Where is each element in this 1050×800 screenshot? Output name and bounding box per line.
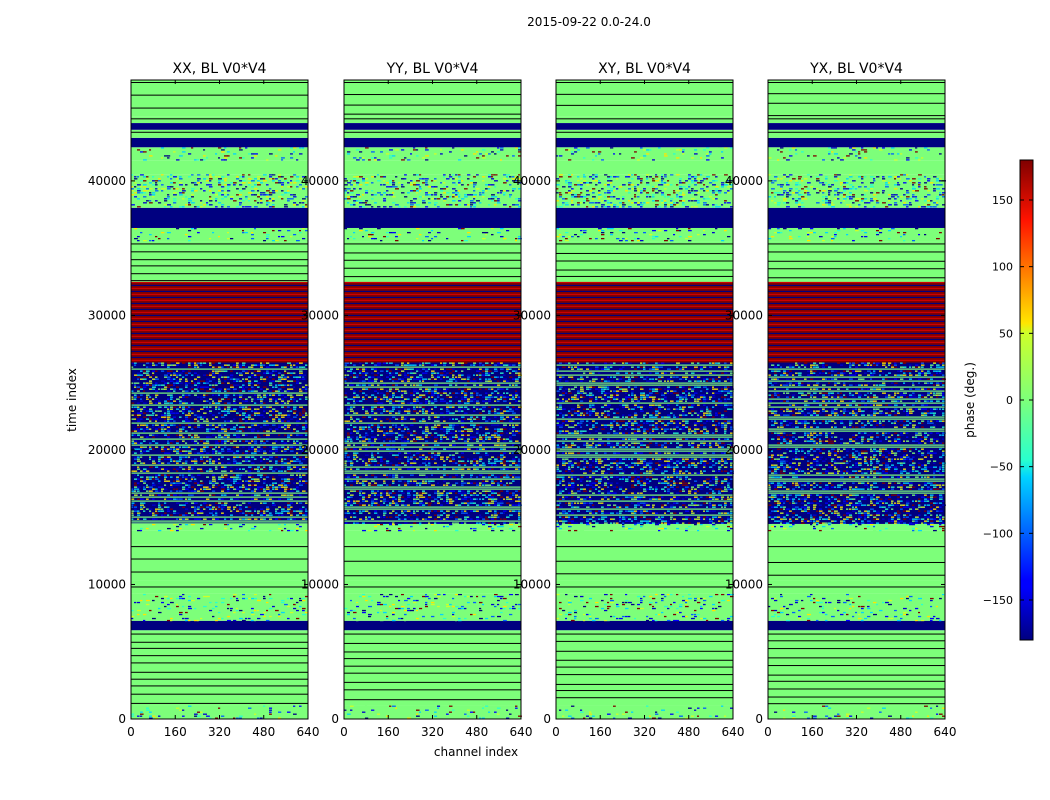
y-tick-label: 20000 bbox=[88, 443, 126, 457]
colorbar-tick-label: 100 bbox=[992, 261, 1013, 274]
panel-title: YY, BL V0*V4 bbox=[386, 61, 479, 77]
panel-title: YX, BL V0*V4 bbox=[809, 61, 903, 77]
y-tick-label: 20000 bbox=[725, 443, 763, 457]
y-tick-label: 20000 bbox=[301, 443, 339, 457]
y-tick-label: 0 bbox=[331, 712, 339, 726]
y-tick-label: 10000 bbox=[88, 577, 126, 591]
heatmap-image bbox=[344, 80, 522, 719]
x-tick-label: 480 bbox=[465, 725, 488, 739]
x-tick-label: 320 bbox=[633, 725, 656, 739]
panel-0: XX, BL V0*V4 0 160 320 480 640 0 10000 20000 3000… bbox=[88, 61, 320, 739]
x-tick-label: 0 bbox=[552, 725, 560, 739]
colorbar-tick-label: −150 bbox=[983, 594, 1013, 607]
y-tick-label: 40000 bbox=[88, 174, 126, 188]
x-tick-label: 160 bbox=[377, 725, 400, 739]
panel-title: XY, BL V0*V4 bbox=[598, 61, 691, 77]
panel-title: XX, BL V0*V4 bbox=[173, 61, 267, 77]
y-tick-label: 30000 bbox=[725, 308, 763, 322]
colorbar-tick-label: 150 bbox=[992, 194, 1013, 207]
colorbar-tick-label: 0 bbox=[1006, 394, 1013, 407]
x-tick-label: 640 bbox=[510, 725, 533, 739]
panel-3: YX, BL V0*V4 0 160 320 480 640 0 10000 20000 3000… bbox=[725, 61, 957, 739]
x-tick-label: 640 bbox=[934, 725, 957, 739]
x-tick-label: 320 bbox=[421, 725, 444, 739]
y-tick-label: 40000 bbox=[301, 174, 339, 188]
x-tick-label: 320 bbox=[208, 725, 231, 739]
heatmap-image bbox=[768, 80, 946, 719]
heatmap-image bbox=[556, 80, 734, 719]
y-tick-label: 30000 bbox=[88, 308, 126, 322]
x-tick-label: 0 bbox=[340, 725, 348, 739]
y-tick-label: 40000 bbox=[725, 174, 763, 188]
panel-2: XY, BL V0*V4 0 160 320 480 640 0 10000 20000 3000… bbox=[513, 61, 745, 739]
x-tick-label: 320 bbox=[845, 725, 868, 739]
x-tick-label: 160 bbox=[164, 725, 187, 739]
y-tick-label: 30000 bbox=[513, 308, 551, 322]
y-axis-label: time index bbox=[65, 368, 79, 432]
x-tick-label: 160 bbox=[589, 725, 612, 739]
panel-1: YY, BL V0*V4 0 160 320 480 640 0 10000 20000 3000… bbox=[301, 61, 533, 739]
heatmap-image bbox=[131, 80, 309, 719]
x-tick-label: 640 bbox=[297, 725, 320, 739]
colorbar-tick-label: 50 bbox=[999, 327, 1013, 340]
x-tick-label: 0 bbox=[127, 725, 135, 739]
y-tick-label: 10000 bbox=[725, 577, 763, 591]
x-tick-label: 480 bbox=[252, 725, 275, 739]
y-tick-label: 0 bbox=[543, 712, 551, 726]
x-tick-label: 480 bbox=[889, 725, 912, 739]
x-tick-label: 0 bbox=[764, 725, 772, 739]
colorbar-tick-label: −100 bbox=[983, 527, 1013, 540]
x-axis-label: channel index bbox=[434, 745, 518, 759]
colorbar-ticks: −150 −100 −50 0 50 100 150 bbox=[983, 194, 1033, 607]
panels: XX, BL V0*V4 0 160 320 480 640 0 10000 20000 3000… bbox=[88, 61, 957, 739]
y-tick-label: 10000 bbox=[513, 577, 551, 591]
colorbar-label: phase (deg.) bbox=[963, 362, 977, 438]
x-tick-label: 640 bbox=[722, 725, 745, 739]
y-tick-label: 0 bbox=[755, 712, 763, 726]
colorbar-tick-label: −50 bbox=[990, 461, 1013, 474]
x-tick-label: 480 bbox=[677, 725, 700, 739]
y-tick-label: 30000 bbox=[301, 308, 339, 322]
y-tick-label: 0 bbox=[118, 712, 126, 726]
figure-suptitle: 2015-09-22 0.0-24.0 bbox=[527, 15, 651, 29]
x-tick-label: 160 bbox=[801, 725, 824, 739]
y-tick-label: 10000 bbox=[301, 577, 339, 591]
colorbar: −150 −100 −50 0 50 100 150 phase (deg.) bbox=[963, 159, 1034, 641]
y-tick-label: 40000 bbox=[513, 174, 551, 188]
y-tick-label: 20000 bbox=[513, 443, 551, 457]
